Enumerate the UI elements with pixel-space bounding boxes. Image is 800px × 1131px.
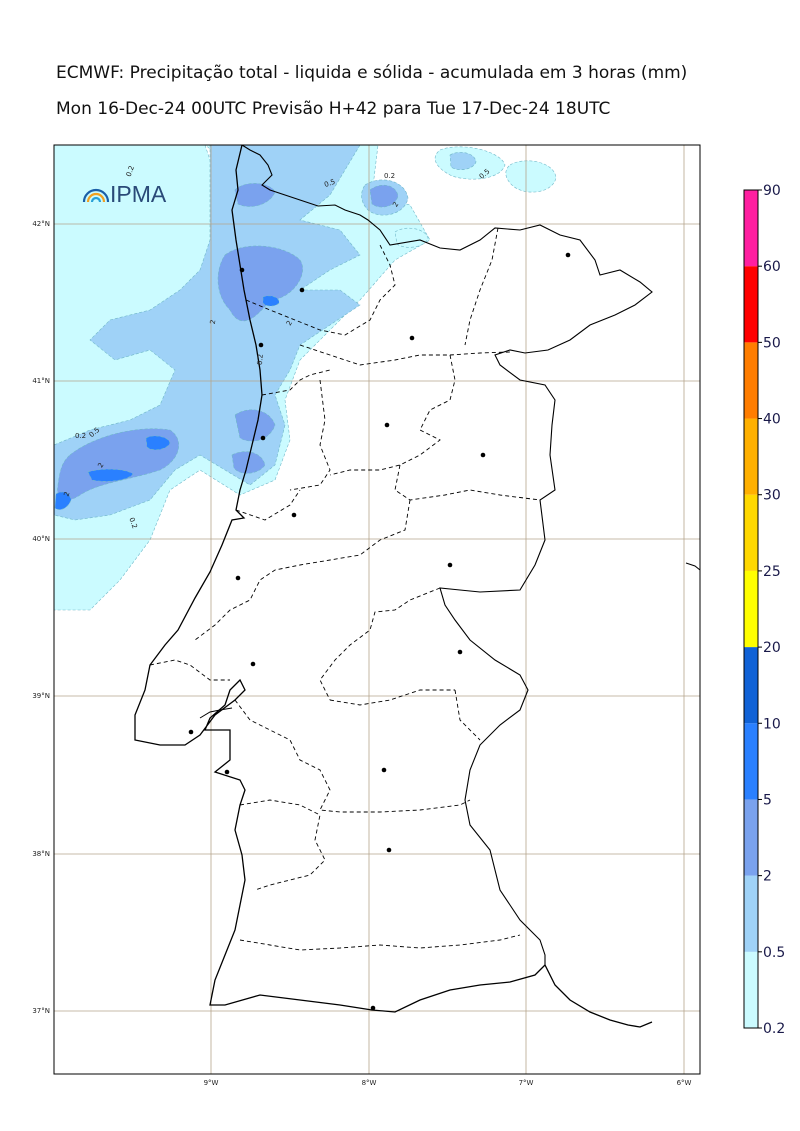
contour-label: 0.2 — [125, 165, 136, 178]
precipitation-fields — [54, 145, 557, 611]
lon-label: 6°W — [677, 1079, 692, 1087]
city-markers — [188, 252, 571, 1011]
colorbar-segment — [744, 418, 758, 495]
contour-label: 0.2 — [256, 354, 265, 366]
lon-label: 7°W — [519, 1079, 534, 1087]
precip-area-2-d — [231, 409, 276, 474]
lon-label: 9°W — [204, 1079, 219, 1087]
colorbar-label: 60 — [763, 259, 781, 275]
colorbar-border — [743, 189, 759, 1029]
contour-label: 0.2 — [75, 432, 86, 440]
colorbar-segment — [744, 494, 758, 571]
portugal-landborder — [241, 144, 653, 965]
colorbar-label: 0.2 — [763, 1021, 785, 1037]
colorbar-segment — [744, 190, 758, 267]
contour-label: 2 — [285, 319, 294, 327]
precip-area-0.5-c — [449, 152, 477, 171]
colorbar-label: 50 — [763, 335, 781, 351]
ipma-logo-text: IPMA — [110, 181, 167, 207]
contour-label: 2 — [209, 319, 218, 325]
contour-label: 0.2 — [127, 516, 138, 529]
contour-label: 2 — [391, 201, 400, 209]
contour-label: 0.2 — [384, 172, 395, 180]
district-borders — [149, 227, 541, 951]
estuary-tejo — [199, 707, 233, 719]
colorbar-segment — [744, 570, 758, 648]
ipma-logo: IPMA — [82, 181, 167, 207]
colorbar-segment — [744, 647, 758, 724]
colorbar-segment — [744, 875, 758, 952]
lat-label: 38°N — [32, 850, 50, 858]
lon-label: 8°W — [362, 1079, 377, 1087]
map-border — [53, 144, 701, 1075]
contour-label: 2 — [62, 491, 71, 498]
map-title: ECMWF: Precipitação total - liquida e só… — [56, 63, 688, 83]
precip-area-0.5 — [54, 145, 361, 521]
colorbar-segment — [744, 799, 758, 876]
colorbar-label: 2 — [763, 869, 772, 885]
ipma-rainbow-icon — [82, 188, 110, 203]
precip-area-5 — [145, 435, 171, 451]
precip-area-2-b — [234, 183, 276, 207]
graticule — [54, 145, 700, 1074]
colorbar-segment — [744, 266, 758, 343]
colorbar-label: 20 — [763, 640, 781, 656]
longitude-labels: 9°W 8°W 7°W 6°W — [204, 1079, 692, 1087]
precip-area-2-c — [369, 184, 399, 208]
lat-label: 37°N — [32, 1007, 50, 1015]
map-subtitle: Mon 16-Dec-24 00UTC Previsão H+42 para T… — [56, 99, 611, 119]
colorbar-label: 30 — [763, 488, 781, 504]
precip-area-2 — [217, 245, 303, 322]
lat-label: 40°N — [32, 535, 50, 543]
contour-label: 0.5 — [323, 178, 336, 189]
precip-area-5-c — [54, 491, 72, 510]
lat-label: 39°N — [32, 692, 50, 700]
latitude-labels: 42°N 41°N 40°N 39°N 38°N 37°N — [32, 220, 50, 1015]
colorbar-label: 0.5 — [763, 945, 785, 961]
colorbar-segment — [744, 951, 758, 1028]
colorbar-segment — [744, 723, 758, 800]
contour-labels: 0.2 0.5 2 0.2 0.5 2 2 0.2 0.2 0.5 2 2 0.… — [62, 165, 491, 530]
spain-coast-fragment — [685, 562, 701, 571]
lat-label: 42°N — [32, 220, 50, 228]
precip-area-0.2-c — [505, 160, 557, 193]
portugal-coastline — [134, 144, 653, 1028]
lat-label: 41°N — [32, 377, 50, 385]
colorbar-label: 25 — [763, 564, 781, 580]
colorbar-label: 40 — [763, 412, 781, 428]
precip-area-5-b — [87, 468, 134, 482]
contour-label: 2 — [96, 461, 105, 469]
precip-area-5-d — [262, 295, 280, 307]
colorbar-segment — [744, 342, 758, 419]
colorbar-label: 5 — [763, 792, 772, 808]
colorbar-label: 90 — [763, 183, 781, 199]
colorbar-label: 10 — [763, 716, 781, 732]
